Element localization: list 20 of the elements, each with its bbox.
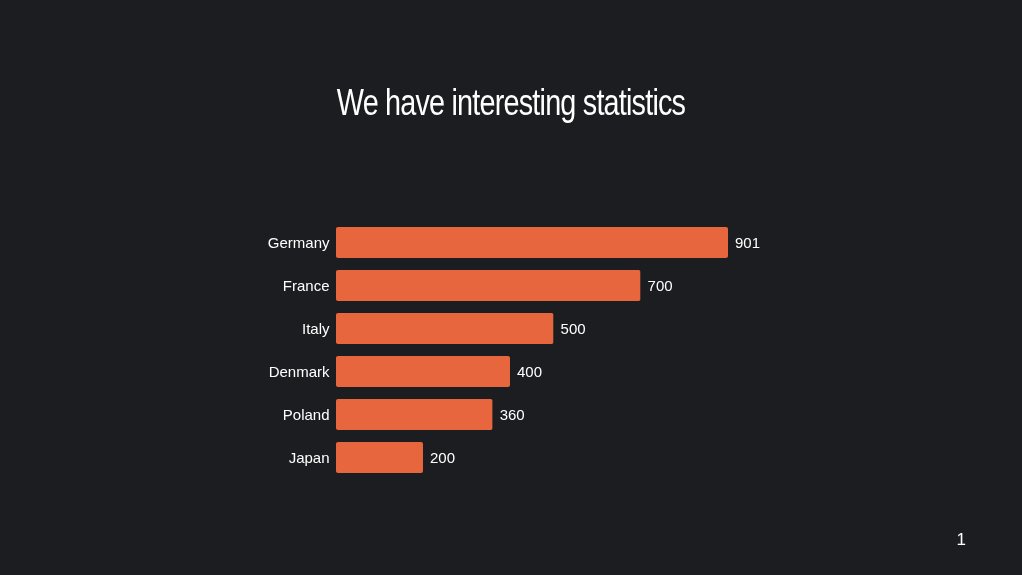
y-tick-label: Germany xyxy=(267,233,330,251)
y-tick-label: Denmark xyxy=(268,362,330,380)
y-tick-label: Poland xyxy=(282,405,330,423)
data-label: 500 xyxy=(560,319,586,337)
chart-title: We have interesting statistics xyxy=(335,82,687,124)
bar xyxy=(336,399,493,430)
text: 1 xyxy=(956,530,966,550)
bar xyxy=(336,356,511,387)
data-label: 200 xyxy=(430,448,456,466)
bar xyxy=(336,270,641,301)
data-label: 700 xyxy=(647,276,673,294)
bar xyxy=(336,227,728,258)
bar xyxy=(336,313,554,344)
data-label: 901 xyxy=(735,233,761,251)
y-tick-label: Italy xyxy=(301,319,330,337)
data-label: 400 xyxy=(517,362,543,380)
y-tick-label: Japan xyxy=(288,448,330,466)
y-tick-label: France xyxy=(282,276,330,294)
bar xyxy=(336,442,424,473)
data-label: 360 xyxy=(499,405,525,423)
